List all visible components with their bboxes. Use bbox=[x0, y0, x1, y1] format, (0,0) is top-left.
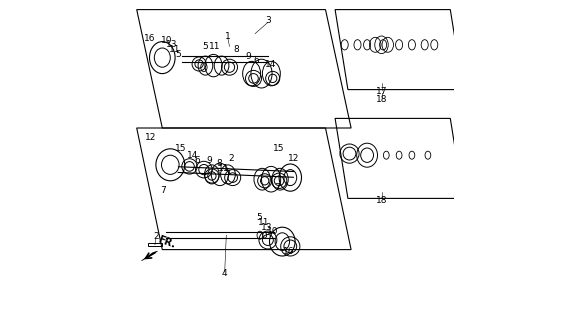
Text: 12: 12 bbox=[145, 133, 156, 142]
Text: 9: 9 bbox=[246, 52, 252, 60]
Text: 5: 5 bbox=[257, 213, 262, 222]
Text: 8: 8 bbox=[233, 45, 239, 54]
Text: 3: 3 bbox=[265, 16, 271, 25]
Text: 11: 11 bbox=[218, 164, 230, 172]
Text: 13: 13 bbox=[261, 223, 273, 232]
Text: 15: 15 bbox=[175, 144, 187, 153]
Text: 5: 5 bbox=[175, 50, 181, 59]
Text: 11: 11 bbox=[258, 218, 270, 227]
Text: 14: 14 bbox=[187, 151, 198, 160]
Text: 5: 5 bbox=[203, 42, 208, 51]
Text: FR.: FR. bbox=[157, 235, 177, 250]
Text: 12: 12 bbox=[288, 154, 300, 163]
Text: 18: 18 bbox=[376, 95, 387, 104]
Text: 2: 2 bbox=[153, 232, 158, 241]
Text: 16: 16 bbox=[283, 247, 295, 256]
Text: 15: 15 bbox=[274, 144, 285, 153]
Text: 6: 6 bbox=[253, 56, 259, 65]
Text: 14: 14 bbox=[265, 60, 277, 68]
Text: 13: 13 bbox=[166, 40, 177, 49]
Text: 17: 17 bbox=[376, 87, 387, 96]
Text: 8: 8 bbox=[217, 159, 222, 168]
Text: 18: 18 bbox=[376, 196, 387, 204]
Text: 11: 11 bbox=[168, 45, 180, 54]
Text: 11: 11 bbox=[210, 42, 221, 51]
Text: 7: 7 bbox=[160, 186, 166, 195]
Text: 7: 7 bbox=[274, 183, 280, 192]
Text: 10: 10 bbox=[267, 228, 278, 236]
Text: 4: 4 bbox=[222, 269, 228, 278]
Text: 16: 16 bbox=[144, 34, 156, 43]
Text: 2: 2 bbox=[228, 154, 234, 163]
Text: 5: 5 bbox=[224, 168, 230, 177]
Polygon shape bbox=[141, 251, 157, 261]
Text: 10: 10 bbox=[161, 36, 173, 44]
Text: 9: 9 bbox=[207, 156, 212, 164]
Text: 6: 6 bbox=[194, 156, 200, 164]
Text: 1: 1 bbox=[225, 32, 231, 41]
